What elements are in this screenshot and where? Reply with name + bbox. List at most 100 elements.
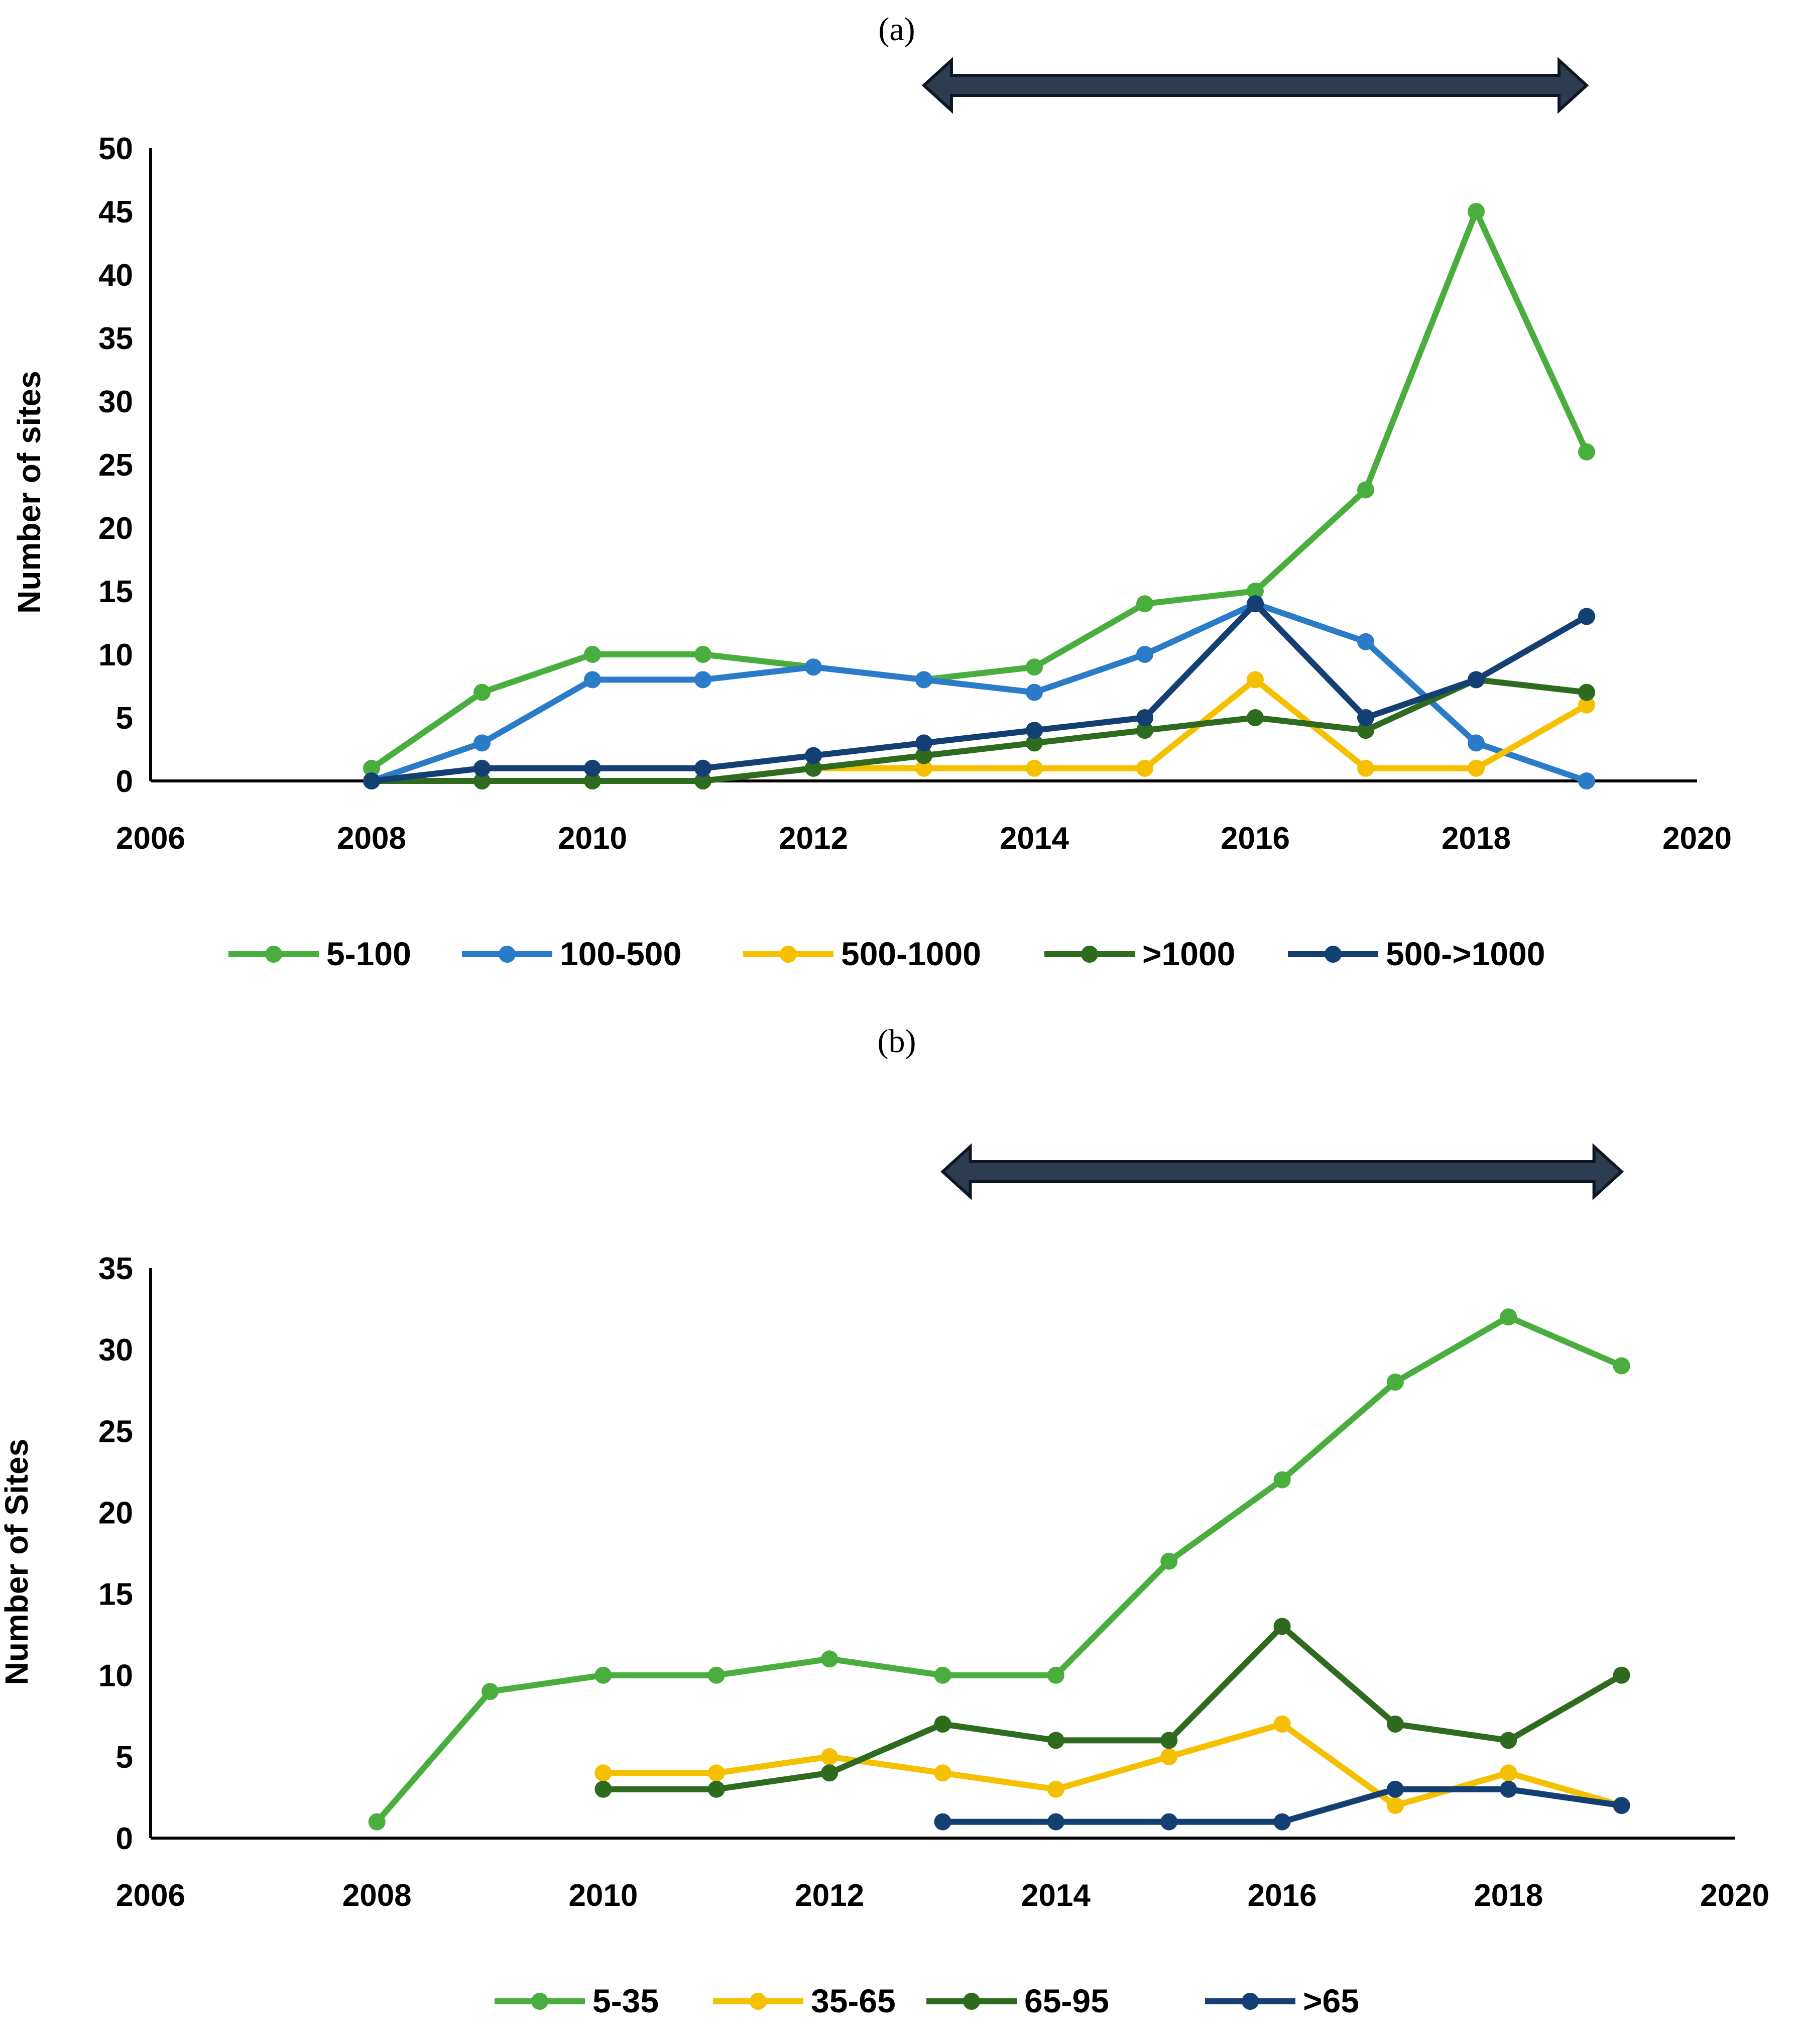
y-tick-label: 15 [98,575,133,609]
legend-marker [1242,1993,1259,2010]
legend-marker [1325,946,1342,963]
data-point [805,658,822,676]
series-1 [363,595,1595,789]
x-tick-label: 2016 [1248,1878,1317,1913]
legend-label: 5-100 [326,935,411,972]
data-point [821,1650,839,1668]
data-point [1247,583,1264,600]
y-tick-label: 5 [116,701,133,736]
data-point [1026,658,1043,676]
x-tick-label: 2020 [1662,821,1732,856]
data-point [1578,443,1595,461]
legend-item: >1000 [1044,935,1235,972]
data-point [473,734,491,752]
legend-label: 5-35 [592,1982,659,2019]
data-point [805,759,822,777]
data-point [1047,1780,1064,1798]
data-point [473,772,491,789]
data-point [1578,772,1595,789]
data-point [1047,1732,1064,1749]
data-point [694,772,711,789]
y-tick-label: 10 [98,1659,133,1693]
y-tick-label: 30 [98,385,133,419]
x-tick-label: 2020 [1700,1878,1769,1913]
data-point [1613,1797,1630,1814]
data-point [1136,722,1153,739]
legend: 5-100 100-500 500-1000 >1000 500->1000 [228,935,1545,972]
y-tick-label: 25 [98,1414,133,1449]
data-point [1026,722,1043,739]
panel-a: (a) 0 5 10 15 20 25 30 35 40 45 50 2006 2008 2010 2012 2… [11,11,1732,972]
series-line [369,208,1590,771]
y-tick-label: 35 [98,321,133,356]
x-tick-label: 2016 [1221,821,1290,856]
data-point [1273,1618,1291,1635]
data-point [821,1748,839,1765]
x-tick-label: 2006 [116,821,185,856]
data-point [1047,1813,1064,1831]
x-tick-label: 2010 [568,1878,638,1913]
data-point [707,1764,725,1782]
data-point [1386,1780,1404,1798]
data-point [915,734,932,752]
panel-b: (b) 0 5 10 15 20 25 30 35 2006 2008 2010 2012 2014 201… [0,1023,1769,2019]
data-point [584,772,601,789]
y-tick-label: 35 [98,1252,133,1286]
data-point [1247,671,1264,689]
data-point [1160,1552,1178,1570]
legend-item: 5-35 [495,1982,659,2019]
period-double-arrow [921,57,1589,114]
panel-label: (b) [878,1023,916,1060]
data-point [1026,759,1043,777]
series-3 [934,1780,1630,1831]
x-tick-label: 2018 [1474,1878,1543,1913]
data-point [1578,684,1595,701]
data-point [363,772,380,789]
data-point [1247,709,1264,726]
data-point [915,759,932,777]
data-point [482,1683,499,1700]
series-line [369,601,1590,784]
data-point [363,759,380,777]
legend-item: 500->1000 [1288,935,1545,972]
data-point [1273,1813,1291,1831]
y-tick-label: 45 [98,195,133,230]
y-tick-label: 0 [116,1822,133,1856]
data-point [368,1813,386,1831]
data-point [584,671,601,689]
y-tick-label: 10 [98,638,133,672]
y-tick-label: 0 [116,764,133,799]
data-point [1500,1308,1517,1326]
series-4 [363,595,1595,789]
y-tick-label: 50 [98,132,133,166]
data-point [1357,722,1374,739]
series-3 [363,671,1595,789]
legend-label: 35-65 [811,1982,896,2019]
data-point [821,1764,839,1782]
y-tick-label: 20 [98,511,133,546]
x-tick-label: 2012 [779,821,848,856]
data-point [1578,696,1595,714]
data-point [1136,709,1153,726]
data-point [1160,1813,1178,1831]
legend-label: >1000 [1142,935,1235,972]
legend-item: 100-500 [462,935,681,972]
series-2 [594,1618,1630,1798]
data-point [473,684,491,701]
legend-item: 500-1000 [743,935,981,972]
series-line [600,1623,1625,1792]
data-point [1500,1780,1517,1798]
data-point [1357,709,1374,726]
y-tick-label: 40 [98,258,133,293]
y-axis-title: Number of sites [11,371,47,614]
data-point [1273,1471,1291,1489]
legend-item: >65 [1205,1982,1359,2019]
data-point [594,1666,612,1684]
data-point [1273,1716,1291,1733]
data-point [707,1780,725,1798]
data-point [1136,646,1153,663]
series-1 [594,1716,1630,1814]
data-point [1357,633,1374,650]
legend-label: >65 [1303,1982,1359,2019]
data-point [694,671,711,689]
